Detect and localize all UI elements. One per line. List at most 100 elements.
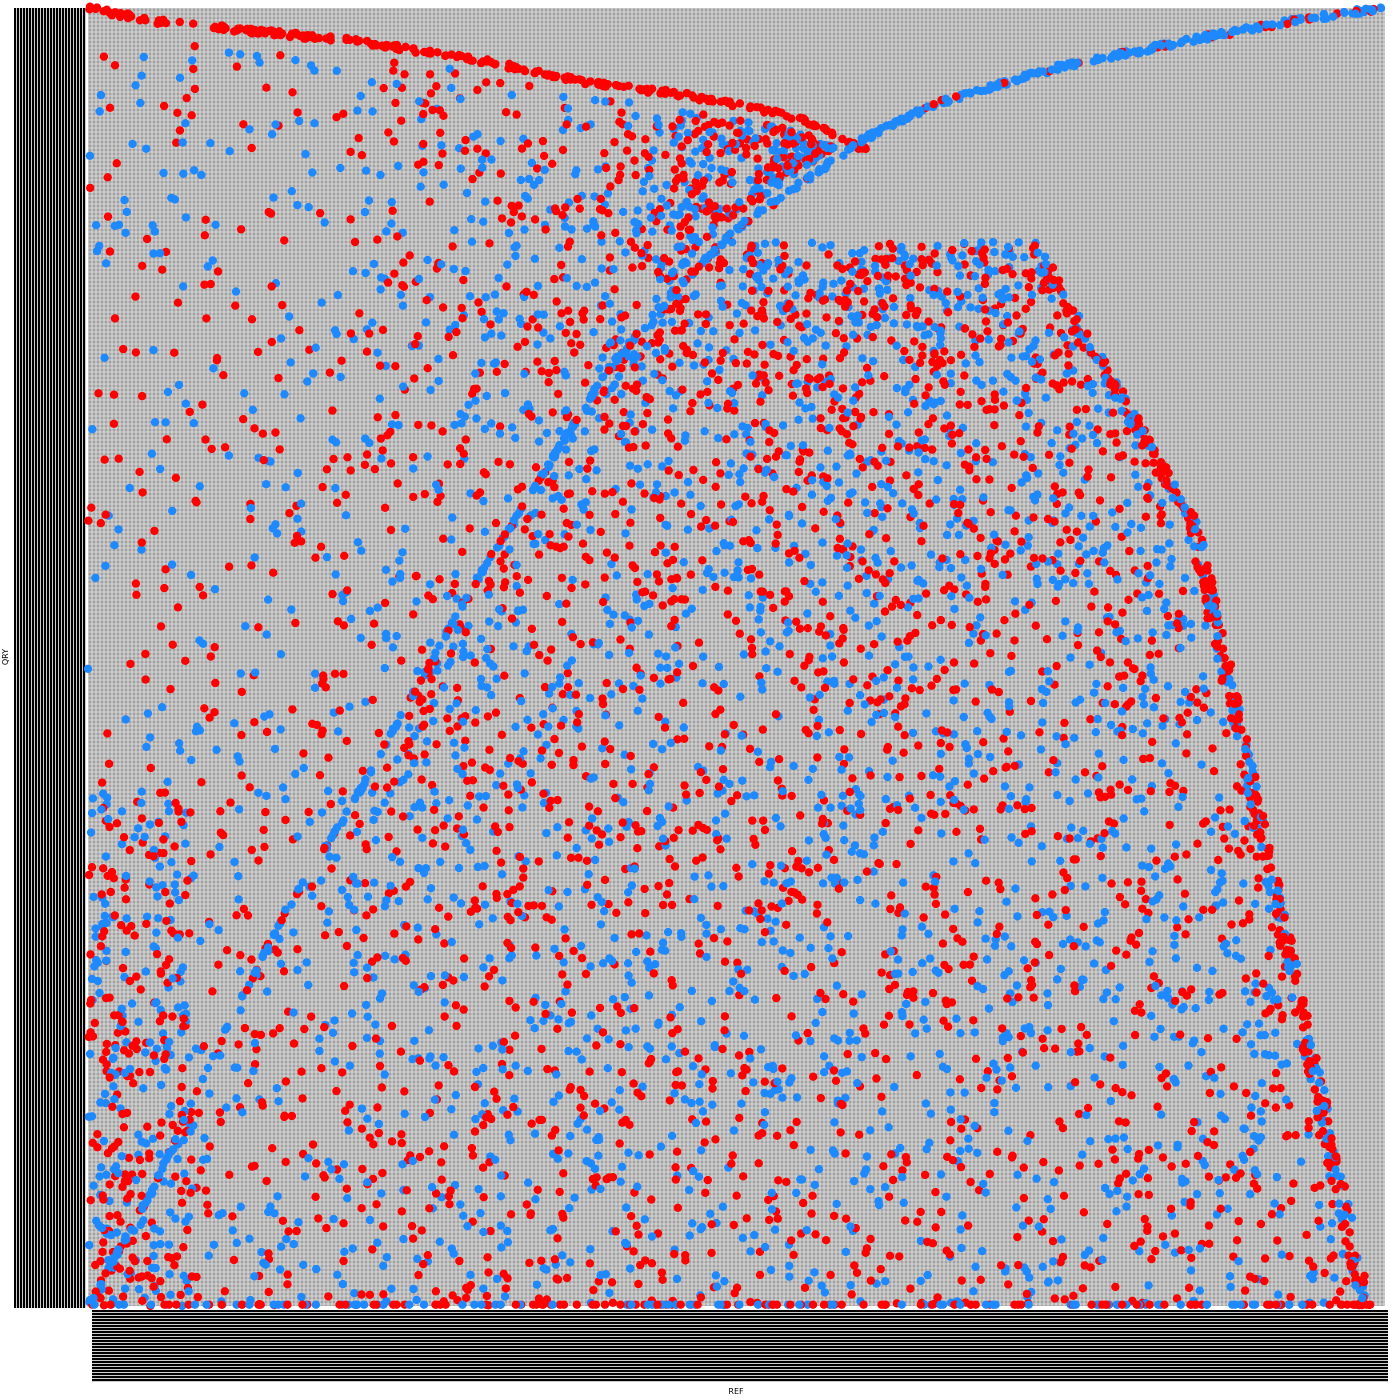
data-point	[311, 1192, 320, 1202]
data-point	[498, 1045, 507, 1054]
data-point	[1027, 274, 1036, 283]
data-point	[1178, 586, 1188, 596]
data-point	[342, 941, 352, 951]
data-point	[519, 873, 528, 882]
data-point	[947, 620, 956, 630]
data-point	[778, 421, 788, 430]
data-point	[461, 1293, 471, 1303]
data-point	[300, 1024, 309, 1034]
data-point	[622, 1239, 631, 1249]
data-point	[748, 650, 757, 659]
data-point	[1094, 749, 1104, 758]
data-point	[1169, 1074, 1179, 1084]
data-point	[615, 1105, 624, 1114]
data-point	[559, 1169, 568, 1178]
data-point	[1306, 1271, 1315, 1281]
data-point	[883, 504, 892, 513]
data-point	[940, 910, 950, 919]
data-point	[1154, 649, 1163, 658]
data-point	[737, 1099, 746, 1108]
data-point	[694, 1054, 703, 1063]
data-point	[463, 776, 472, 785]
data-point	[771, 539, 780, 548]
data-point	[663, 415, 673, 424]
data-point	[268, 1029, 278, 1038]
data-point	[977, 1083, 986, 1093]
data-point	[1230, 829, 1240, 839]
data-point	[1033, 428, 1042, 437]
y-tick-label	[44, 8, 47, 1308]
data-point	[1320, 1268, 1329, 1278]
data-point	[155, 1150, 164, 1159]
data-point	[1257, 1079, 1267, 1088]
data-point	[842, 551, 851, 560]
data-point	[960, 324, 970, 333]
data-point	[819, 507, 828, 516]
data-point	[208, 256, 217, 265]
data-point	[689, 361, 699, 370]
data-point	[587, 900, 596, 909]
data-point	[369, 878, 379, 887]
data-point	[673, 668, 682, 677]
data-point	[815, 289, 824, 298]
data-point	[1304, 1123, 1313, 1133]
data-point	[382, 783, 392, 792]
data-point	[1075, 490, 1085, 500]
data-point	[1096, 851, 1105, 861]
data-point	[281, 1157, 290, 1167]
data-point	[975, 358, 984, 367]
data-point	[973, 749, 983, 759]
data-point	[771, 238, 780, 247]
data-point	[783, 338, 792, 347]
data-point	[519, 747, 528, 756]
data-point	[1026, 983, 1035, 992]
data-point	[956, 550, 965, 559]
data-point	[526, 1016, 535, 1025]
data-point	[1256, 1107, 1266, 1116]
data-point	[298, 1094, 307, 1103]
data-point	[600, 425, 609, 434]
data-point	[1222, 729, 1231, 738]
data-point	[1058, 1123, 1068, 1133]
data-point	[846, 606, 855, 615]
data-point	[1246, 844, 1255, 854]
data-point	[405, 711, 414, 721]
data-point	[956, 448, 965, 458]
data-point	[1151, 981, 1160, 991]
data-point	[581, 969, 591, 979]
data-point	[1230, 1165, 1239, 1175]
data-point	[735, 470, 744, 479]
data-point	[103, 729, 112, 738]
data-point	[428, 839, 438, 848]
data-point	[1099, 916, 1108, 925]
data-point	[585, 456, 595, 465]
data-point	[680, 734, 689, 743]
data-point	[447, 1244, 456, 1253]
data-point	[1127, 697, 1136, 706]
data-point	[1125, 546, 1134, 556]
data-point	[670, 326, 680, 335]
data-point	[838, 634, 847, 643]
data-point	[1043, 1000, 1053, 1010]
data-point	[1021, 383, 1031, 393]
data-point	[1184, 1245, 1193, 1255]
data-point	[496, 1171, 506, 1180]
data-point	[794, 415, 803, 424]
data-point	[327, 1165, 336, 1174]
data-point	[868, 357, 878, 366]
data-point	[547, 1131, 557, 1140]
data-point	[616, 833, 625, 842]
data-point	[1065, 796, 1074, 806]
data-point	[1090, 587, 1099, 596]
data-point	[1225, 1272, 1235, 1281]
data-point	[884, 1123, 893, 1132]
data-point	[598, 353, 607, 362]
data-point	[887, 602, 897, 611]
data-point	[537, 746, 547, 755]
data-point	[1215, 1189, 1225, 1198]
data-point	[1197, 760, 1206, 769]
data-point	[862, 1152, 872, 1161]
data-point	[1274, 1290, 1283, 1299]
data-point	[633, 1088, 642, 1097]
data-point	[753, 271, 762, 281]
